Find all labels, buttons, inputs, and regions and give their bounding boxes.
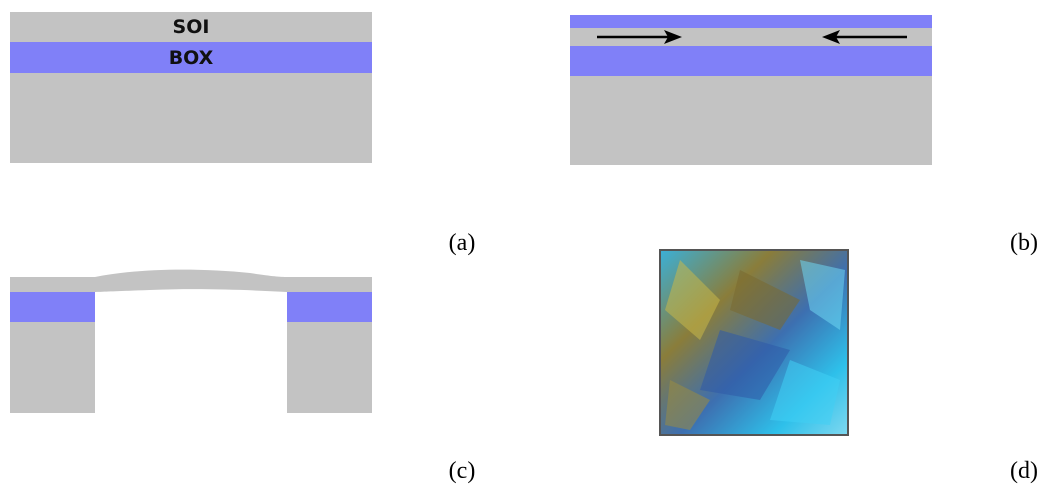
substrate-right: [287, 322, 372, 413]
substrate-left: [10, 322, 95, 413]
soi-label: SOI: [173, 16, 210, 38]
box-layer: [570, 46, 932, 76]
panel-label: (a): [449, 230, 476, 256]
panel-a: SOI BOX (a): [10, 12, 475, 256]
figure: SOI BOX (a) (b) (c): [0, 0, 1047, 493]
membrane: [10, 270, 372, 292]
box-label: BOX: [169, 47, 214, 69]
panel-d: (d): [660, 250, 1038, 484]
panel-c: (c): [10, 270, 475, 484]
top-layer: [570, 15, 932, 28]
panel-label: (b): [1010, 230, 1038, 256]
box-left: [10, 292, 95, 322]
panel-b: (b): [570, 15, 1038, 256]
panel-label: (d): [1010, 458, 1038, 484]
panel-label: (c): [449, 458, 476, 484]
box-right: [287, 292, 372, 322]
